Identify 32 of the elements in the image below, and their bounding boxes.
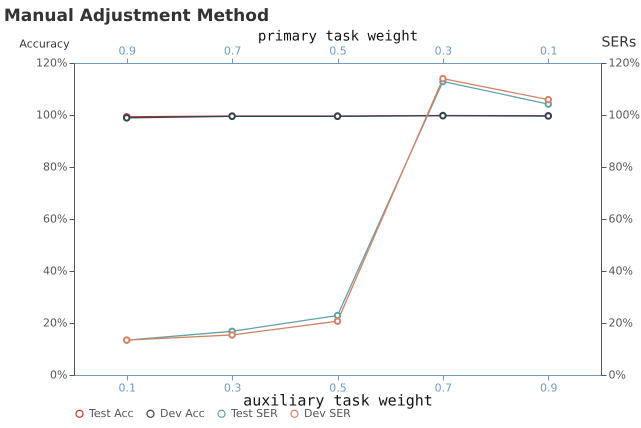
x2-tick-label: 0.9 — [118, 44, 136, 58]
x2-tick-label: 0.3 — [434, 44, 452, 58]
x2-tick-label: 0.5 — [329, 44, 347, 58]
x2-axis-title: primary task weight — [258, 28, 418, 44]
x2-tick-label: 0.7 — [224, 44, 242, 58]
y2-tick-label: 100% — [608, 108, 640, 122]
chart-title: Manual Adjustment Method — [4, 6, 270, 26]
y2-tick-label: 0% — [608, 368, 626, 382]
legend-label: Test SER — [230, 406, 278, 420]
y-tick-label: 100% — [36, 108, 68, 122]
legend-label: Test Acc — [88, 406, 134, 420]
y2-tick-label: 80% — [608, 160, 633, 174]
x-tick-label: 0.1 — [118, 382, 136, 394]
x2-tick-label: 0.1 — [540, 44, 558, 58]
y-tick-label: 40% — [43, 264, 68, 278]
y2-axis-title: SERs — [602, 34, 636, 50]
y-tick-label: 0% — [50, 368, 68, 382]
y2-tick-label: 40% — [608, 264, 633, 278]
x-tick-label: 0.7 — [434, 382, 452, 394]
x-tick-label: 0.9 — [540, 382, 558, 394]
y-tick-label: 80% — [43, 160, 68, 174]
y2-tick-label: 60% — [608, 212, 633, 226]
y2-tick-label: 20% — [608, 316, 633, 330]
y-tick-label: 120% — [36, 56, 68, 70]
y2-tick-label: 120% — [608, 56, 640, 70]
y-tick-label: 60% — [43, 212, 68, 226]
x-axis-title: auxiliary task weight — [243, 392, 433, 410]
x-tick-label: 0.5 — [329, 382, 347, 394]
y-tick-label: 20% — [43, 316, 68, 330]
y-axis-title: Accuracy — [19, 38, 70, 50]
legend-label: Dev Acc — [160, 406, 205, 420]
x-tick-label: 0.3 — [224, 382, 242, 394]
